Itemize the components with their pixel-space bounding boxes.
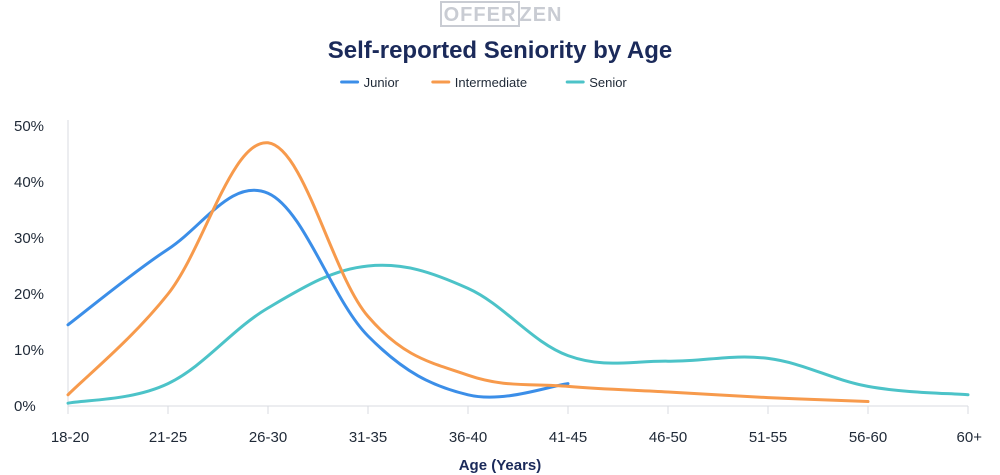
y-axis: 0% 10% 20% 30% 40% 50% <box>14 118 69 415</box>
series-line-intermediate <box>66 141 870 404</box>
offerzen-logo: OFFER ZEN <box>440 1 563 27</box>
x-axis: 18-20 21-25 26-30 31-35 36-40 41-45 46-50 51-55… <box>51 405 983 446</box>
y-tick-label: 20% <box>14 286 44 303</box>
y-tick-label: 10% <box>14 342 44 359</box>
legend-item-junior[interactable]: Junior <box>340 75 400 90</box>
x-tick-label: 31-35 <box>349 429 387 446</box>
x-axis-label: Age (Years) <box>459 457 542 474</box>
legend-item-senior[interactable]: Senior <box>565 75 627 90</box>
series-line-senior <box>66 263 970 405</box>
series-line-junior <box>66 188 570 399</box>
y-tick-label: 50% <box>14 118 44 135</box>
logo-box <box>440 1 520 27</box>
x-tick-label: 51-55 <box>749 429 787 446</box>
y-tick-label: 0% <box>14 398 36 415</box>
chart-title: Self-reported Seniority by Age <box>328 37 673 64</box>
legend-item-intermediate[interactable]: Intermediate <box>431 75 527 90</box>
x-tick-label: 26-30 <box>249 429 287 446</box>
logo-right: ZEN <box>520 4 563 26</box>
x-tick-label: 36-40 <box>449 429 487 446</box>
x-tick-label: 56-60 <box>849 429 887 446</box>
logo-left: OFFER <box>444 4 517 26</box>
x-tick-label: 46-50 <box>649 429 687 446</box>
legend-label: Senior <box>589 75 627 90</box>
x-tick-label: 21-25 <box>149 429 187 446</box>
x-tick-label: 60+ <box>957 429 983 446</box>
x-tick-label: 41-45 <box>549 429 587 446</box>
legend-label: Junior <box>364 75 400 90</box>
y-tick-label: 40% <box>14 174 44 191</box>
legend-label: Intermediate <box>455 75 527 90</box>
y-tick-label: 30% <box>14 230 44 247</box>
chart-legend: Junior Intermediate Senior <box>340 75 627 90</box>
series-layer <box>66 141 970 405</box>
x-tick-label: 18-20 <box>51 429 89 446</box>
